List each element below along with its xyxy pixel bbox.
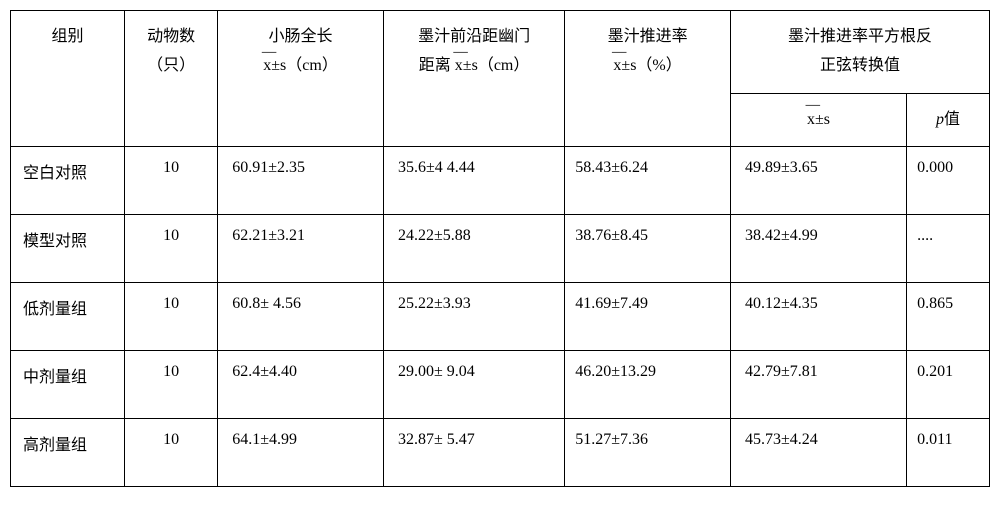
header-distance-suffix: （cm）	[478, 57, 530, 74]
cell-distance: 24.22±5.88	[383, 215, 564, 283]
xbar-notation: x±s	[613, 52, 636, 81]
cell-distance: 29.00± 9.04	[383, 351, 564, 419]
cell-rate: 38.76±8.45	[565, 215, 731, 283]
cell-p: 0.000	[907, 147, 990, 215]
header-group: 组别	[11, 11, 125, 147]
cell-animals: 10	[124, 419, 217, 487]
cell-intestine: 60.8± 4.56	[218, 283, 384, 351]
cell-intestine: 64.1±4.99	[218, 419, 384, 487]
header-arcsin-line1: 墨汁推进率平方根反	[788, 28, 932, 45]
cell-group: 高剂量组	[11, 419, 125, 487]
header-p-suffix: 值	[944, 111, 960, 128]
table-row: 空白对照1060.91±2.3535.6±4 4.4458.43±6.2449.…	[11, 147, 990, 215]
xbar-notation: x±s	[807, 106, 830, 135]
xbar-notation: x±s	[263, 52, 286, 81]
cell-rate: 41.69±7.49	[565, 283, 731, 351]
cell-animals: 10	[124, 351, 217, 419]
cell-rate: 46.20±13.29	[565, 351, 731, 419]
header-animals-line1: 动物数	[147, 28, 195, 45]
table-header: 组别 动物数 （只） 小肠全长 x±s（cm） 墨汁前沿距幽门 距离 x±s（c…	[11, 11, 990, 147]
table-row: 中剂量组1062.4±4.4029.00± 9.0446.20±13.2942.…	[11, 351, 990, 419]
cell-group: 低剂量组	[11, 283, 125, 351]
cell-intestine: 62.4±4.40	[218, 351, 384, 419]
cell-animals: 10	[124, 147, 217, 215]
cell-p: 0.011	[907, 419, 990, 487]
header-animals: 动物数 （只）	[124, 11, 217, 147]
table-body: 空白对照1060.91±2.3535.6±4 4.4458.43±6.2449.…	[11, 147, 990, 487]
header-intestine-suffix: （cm）	[286, 57, 338, 74]
header-p: p值	[907, 93, 990, 147]
header-animals-line2: （只）	[147, 57, 195, 74]
cell-intestine: 60.91±2.35	[218, 147, 384, 215]
experiment-data-table: 组别 动物数 （只） 小肠全长 x±s（cm） 墨汁前沿距幽门 距离 x±s（c…	[10, 10, 990, 487]
xbar-notation: x±s	[455, 52, 478, 81]
cell-xs: 42.79±7.81	[730, 351, 906, 419]
header-row-1: 组别 动物数 （只） 小肠全长 x±s（cm） 墨汁前沿距幽门 距离 x±s（c…	[11, 11, 990, 94]
cell-group: 模型对照	[11, 215, 125, 283]
cell-p: 0.201	[907, 351, 990, 419]
header-group-label: 组别	[51, 28, 83, 45]
cell-group: 空白对照	[11, 147, 125, 215]
cell-rate: 51.27±7.36	[565, 419, 731, 487]
header-p-letter: p	[936, 111, 944, 128]
cell-group: 中剂量组	[11, 351, 125, 419]
header-distance-line1: 墨汁前沿距幽门	[418, 28, 530, 45]
table-row: 高剂量组1064.1±4.9932.87± 5.4751.27±7.3645.7…	[11, 419, 990, 487]
cell-distance: 25.22±3.93	[383, 283, 564, 351]
cell-rate: 58.43±6.24	[565, 147, 731, 215]
cell-distance: 32.87± 5.47	[383, 419, 564, 487]
cell-intestine: 62.21±3.21	[218, 215, 384, 283]
cell-xs: 38.42±4.99	[730, 215, 906, 283]
header-rate-suffix: （%）	[636, 57, 681, 74]
cell-p: 0.865	[907, 283, 990, 351]
cell-xs: 45.73±4.24	[730, 419, 906, 487]
header-intestine: 小肠全长 x±s（cm）	[218, 11, 384, 147]
cell-xs: 49.89±3.65	[730, 147, 906, 215]
header-rate: 墨汁推进率 x±s（%）	[565, 11, 731, 147]
cell-distance: 35.6±4 4.44	[383, 147, 564, 215]
data-table-wrapper: 组别 动物数 （只） 小肠全长 x±s（cm） 墨汁前沿距幽门 距离 x±s（c…	[10, 10, 990, 487]
cell-animals: 10	[124, 283, 217, 351]
header-distance-prefix: 距离	[419, 57, 455, 74]
cell-xs: 40.12±4.35	[730, 283, 906, 351]
cell-p: ....	[907, 215, 990, 283]
header-xs: x±s	[730, 93, 906, 147]
table-row: 低剂量组1060.8± 4.5625.22±3.9341.69±7.4940.1…	[11, 283, 990, 351]
header-intestine-line1: 小肠全长	[269, 28, 333, 45]
header-arcsin-line2: 正弦转换值	[820, 57, 900, 74]
table-row: 模型对照1062.21±3.2124.22±5.8838.76±8.4538.4…	[11, 215, 990, 283]
header-distance: 墨汁前沿距幽门 距离 x±s（cm）	[383, 11, 564, 147]
cell-animals: 10	[124, 215, 217, 283]
header-arcsin: 墨汁推进率平方根反 正弦转换值	[730, 11, 989, 94]
